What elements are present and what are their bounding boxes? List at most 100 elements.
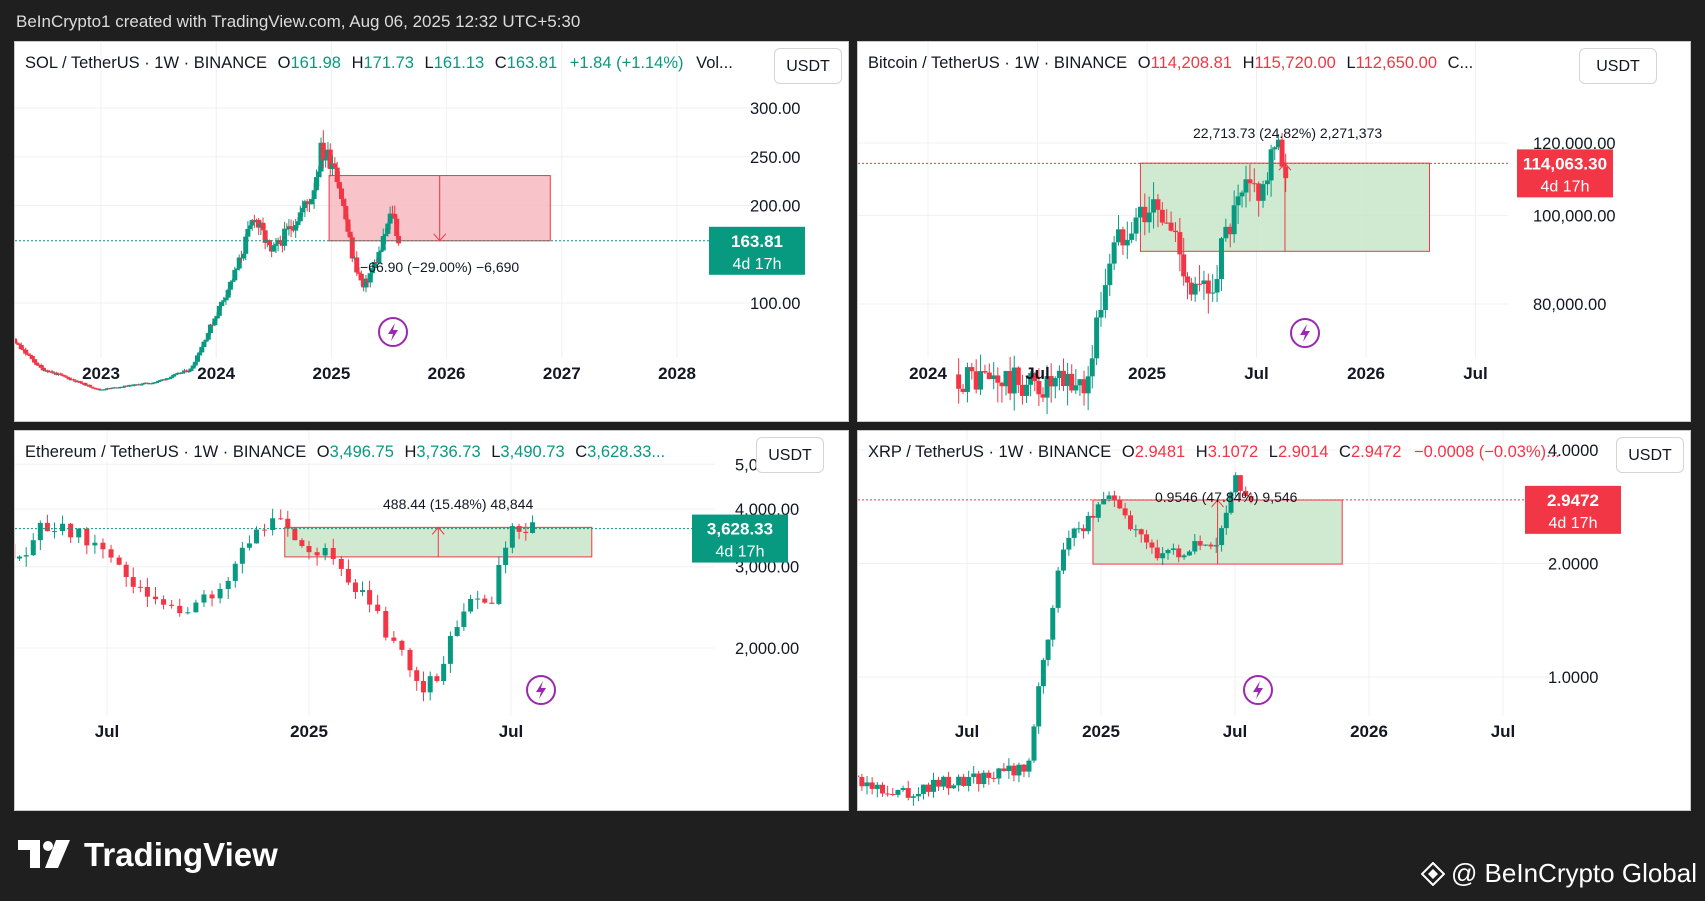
sol-candle <box>158 380 164 382</box>
xrp-candle <box>1176 548 1182 558</box>
xrp-candle <box>946 776 952 789</box>
xrp-open: 2.9481 <box>1134 443 1186 461</box>
eth-candle <box>185 612 191 614</box>
xrp-last-price-box <box>1525 485 1621 534</box>
sol-candle <box>49 371 55 373</box>
xrp-candle <box>1243 490 1249 497</box>
btc-candle <box>1164 222 1170 224</box>
sol-x-tick: 2027 <box>543 364 581 383</box>
sol-candle <box>23 349 29 354</box>
eth-chart-canvas[interactable]: 488.44 (15.48%) 48,844 2,000.00 3,000.00 4,… <box>15 431 849 811</box>
eth-symbol: Ethereum / TetherUS · 1W · BINANCE <box>25 443 307 461</box>
sol-chart-panel[interactable]: −66.90 (−29.00%) −6,690 100.00 200.00 250.0… <box>14 41 849 422</box>
btc-last-price: 114,063.30 <box>1523 154 1607 173</box>
btc-candle <box>1205 280 1211 294</box>
sol-candle <box>249 220 255 226</box>
sol-candle <box>320 142 326 161</box>
xrp-countdown: 4d 17h <box>1549 515 1598 532</box>
sol-candle <box>392 213 398 219</box>
eth-candle <box>375 604 381 611</box>
xrp-candle <box>1208 544 1214 547</box>
btc-candle <box>1218 238 1224 280</box>
sol-currency-button[interactable]: USDT <box>774 48 842 84</box>
btc-x-tick: Jul <box>1244 364 1269 383</box>
xrp-candle <box>1192 541 1198 552</box>
eth-candle <box>427 676 433 693</box>
sol-y-tick: 300.00 <box>750 100 800 118</box>
sol-last-price-box <box>709 226 805 275</box>
xrp-candle <box>996 768 1002 779</box>
eth-last-price: 3,628.33 <box>707 520 773 539</box>
eth-candle <box>322 548 328 556</box>
sol-candle <box>385 223 391 234</box>
btc-candle <box>999 382 1005 387</box>
xrp-y-tick: 1.0000 <box>1548 669 1598 687</box>
sol-candle <box>212 318 218 326</box>
eth-candle <box>144 586 150 597</box>
sol-chart-canvas[interactable]: −66.90 (−29.00%) −6,690 100.00 200.00 250.0… <box>15 42 849 422</box>
eth-candle <box>270 518 276 530</box>
xrp-y-tick: 2.0000 <box>1548 556 1598 574</box>
btc-measure-label: 22,713.73 (24.82%) 2,271,373 <box>1193 125 1382 141</box>
eth-chart-panel[interactable]: 488.44 (15.48%) 48,844 2,000.00 3,000.00 4,… <box>14 430 849 811</box>
eth-candle <box>407 649 413 671</box>
sol-candle <box>188 368 194 371</box>
btc-candle <box>1061 370 1067 387</box>
sol-candle <box>96 388 102 390</box>
sol-candle <box>219 301 225 307</box>
eth-legend: Ethereum / TetherUS · 1W · BINANCE O3,49… <box>25 443 725 462</box>
btc-candle <box>1181 254 1187 277</box>
sol-candle <box>273 243 279 246</box>
xrp-candle <box>1006 765 1012 772</box>
eth-lightning-glyph <box>536 681 546 699</box>
sol-candle <box>186 370 192 373</box>
sol-candle <box>288 226 294 229</box>
sol-candle <box>194 355 200 362</box>
eth-candle <box>352 582 358 593</box>
xrp-candle <box>1095 504 1101 518</box>
btc-symbol: Bitcoin / TetherUS · 1W · BINANCE <box>868 54 1128 72</box>
xrp-candle <box>1011 765 1017 776</box>
eth-currency-button[interactable]: USDT <box>756 437 824 473</box>
sol-x-tick: 2026 <box>428 364 466 383</box>
tradingview-logo-text: TradingView <box>84 836 278 873</box>
sol-candle <box>91 387 97 389</box>
xrp-chart-panel[interactable]: 0.9546 (47.84%) 9,546 1.0000 2.0000 4.0000 J… <box>857 430 1691 811</box>
btc-candle <box>1133 217 1139 234</box>
eth-low: 3,490.73 <box>500 443 565 461</box>
btc-countdown: 4d 17h <box>1541 178 1590 195</box>
eth-candle <box>414 670 420 681</box>
xrp-candle <box>1001 768 1007 772</box>
xrp-candle <box>1203 544 1209 546</box>
btc-last-price-box <box>1517 149 1613 198</box>
sol-candle <box>304 201 310 203</box>
btc-high: 115,720.00 <box>1254 54 1336 72</box>
btc-chart-canvas[interactable]: 22,713.73 (24.82%) 2,271,373 80,000.00 100… <box>858 42 1691 422</box>
sol-candle <box>284 228 290 230</box>
btc-candle <box>1040 394 1046 398</box>
xrp-chart-canvas[interactable]: 0.9546 (47.84%) 9,546 1.0000 2.0000 4.0000 J… <box>858 431 1691 811</box>
eth-candle <box>169 604 175 606</box>
sol-candle <box>214 315 220 319</box>
xrp-measure-arrowhead <box>1211 499 1224 508</box>
eth-candle <box>23 555 29 557</box>
btc-candle <box>1177 232 1183 255</box>
sol-candle <box>64 376 70 378</box>
btc-currency-button[interactable]: USDT <box>1579 48 1657 84</box>
btc-candle <box>991 375 997 380</box>
xrp-currency-button[interactable]: USDT <box>1616 437 1684 473</box>
btc-candle <box>1197 283 1203 285</box>
btc-y-tick: 120,000.00 <box>1533 135 1616 153</box>
tradingview-logo[interactable]: TradingView <box>18 836 278 874</box>
sol-candle <box>201 341 207 348</box>
eth-y-tick: 3,000.00 <box>735 559 799 577</box>
eth-candle <box>130 577 136 587</box>
eth-candle <box>496 564 502 604</box>
xrp-candle <box>991 777 997 779</box>
btc-candle <box>1172 230 1178 233</box>
btc-candle <box>1069 373 1075 391</box>
btc-candle <box>1137 206 1143 218</box>
eth-candle <box>37 522 43 541</box>
btc-chart-panel[interactable]: 22,713.73 (24.82%) 2,271,373 80,000.00 100… <box>857 41 1691 422</box>
eth-candle <box>292 528 298 541</box>
